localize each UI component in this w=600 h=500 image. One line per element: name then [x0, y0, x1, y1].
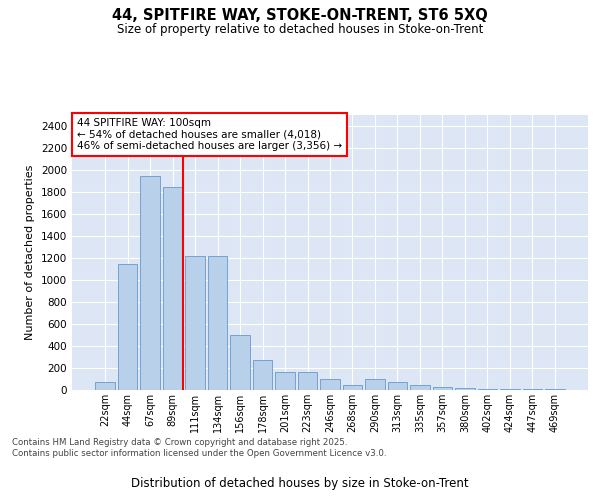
- Bar: [185, 256, 205, 390]
- Y-axis label: Number of detached properties: Number of detached properties: [25, 165, 35, 340]
- Bar: [230, 335, 250, 390]
- Bar: [320, 379, 340, 390]
- Bar: [298, 372, 317, 390]
- Bar: [140, 176, 160, 390]
- Text: Distribution of detached houses by size in Stoke-on-Trent: Distribution of detached houses by size …: [131, 477, 469, 490]
- Bar: [455, 388, 475, 390]
- Text: Size of property relative to detached houses in Stoke-on-Trent: Size of property relative to detached ho…: [117, 22, 483, 36]
- Text: 44, SPITFIRE WAY, STOKE-ON-TRENT, ST6 5XQ: 44, SPITFIRE WAY, STOKE-ON-TRENT, ST6 5X…: [112, 8, 488, 22]
- Bar: [478, 389, 497, 390]
- Bar: [275, 372, 295, 390]
- Bar: [95, 382, 115, 390]
- Bar: [433, 386, 452, 390]
- Bar: [365, 379, 385, 390]
- Bar: [208, 256, 227, 390]
- Bar: [253, 360, 272, 390]
- Bar: [163, 186, 182, 390]
- Bar: [118, 264, 137, 390]
- Bar: [410, 385, 430, 390]
- Text: 44 SPITFIRE WAY: 100sqm
← 54% of detached houses are smaller (4,018)
46% of semi: 44 SPITFIRE WAY: 100sqm ← 54% of detache…: [77, 118, 342, 151]
- Bar: [388, 382, 407, 390]
- Text: Contains HM Land Registry data © Crown copyright and database right 2025.
Contai: Contains HM Land Registry data © Crown c…: [12, 438, 386, 458]
- Bar: [343, 384, 362, 390]
